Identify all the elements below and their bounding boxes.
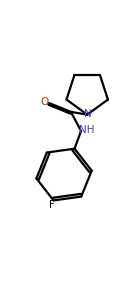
Text: NH: NH [79, 125, 95, 135]
Text: O: O [41, 97, 49, 107]
Text: F: F [49, 201, 54, 210]
Text: N: N [84, 108, 91, 119]
